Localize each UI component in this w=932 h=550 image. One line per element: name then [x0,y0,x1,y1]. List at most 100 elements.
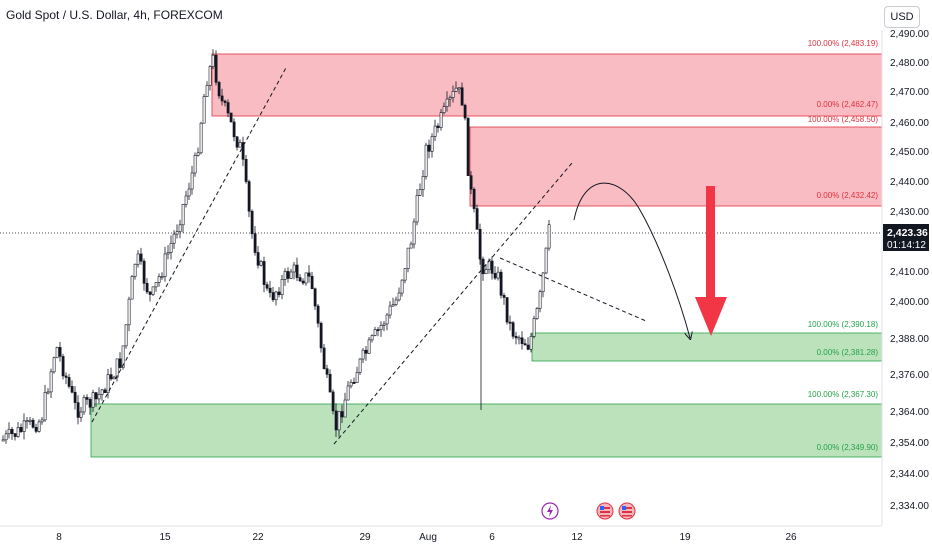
candle-body [172,233,176,244]
candle-body [118,358,122,368]
candle-body [304,272,308,284]
candle-body [508,321,512,324]
candle-body [229,112,233,123]
y-tick: 2,430.00 [890,207,929,218]
zone4-top-label: 100.00% (2,367.30) [808,390,879,399]
currency-button[interactable]: USD [884,6,920,28]
candle-body [103,389,107,394]
supply-zone-lower[interactable] [469,126,883,207]
candle-body [439,112,443,128]
candle-body [472,188,476,209]
y-tick: 2,400.00 [890,297,929,308]
candle-body [214,54,218,83]
candle-body [91,392,95,408]
x-tick: 26 [785,532,797,543]
candle-body [397,292,401,301]
candle-body [436,125,440,128]
candle-body [454,87,458,92]
candle-body [391,304,395,307]
candle-body [478,229,482,260]
us-flag-icon[interactable] [596,502,614,520]
x-tick: 19 [679,532,691,543]
candle-body [82,397,86,413]
candle-body [178,224,182,232]
x-tick: 12 [571,532,583,543]
candle-body [79,411,83,418]
trendline-2[interactable] [333,162,573,445]
candle-body [253,233,257,253]
candle-body [64,375,68,378]
trendline-1[interactable] [91,65,288,423]
candle-body [535,308,539,319]
y-tick: 2,460.00 [890,118,929,129]
y-tick: 2,364.00 [890,407,929,418]
candle-body [34,427,38,432]
candle-body [523,343,527,346]
down-arrow[interactable] [695,186,727,336]
x-tick: 22 [252,532,264,543]
candle-body [199,122,203,154]
candle-body [430,136,434,152]
candle-body [211,54,215,67]
candle-body [25,420,29,423]
zone2-top-label: 100.00% (2,458.50) [808,115,879,124]
candle-body [52,357,56,373]
candle-body [121,345,125,368]
candle-body [202,96,206,124]
x-tick: 8 [56,532,62,543]
candle-body [283,271,287,280]
candle-body [43,392,47,421]
zone2-bottom-label: 0.00% (2,432.42) [817,191,879,200]
candle-body [127,298,131,326]
candle-body [223,100,227,103]
price-axis[interactable]: 2,490.00 2,480.00 2,470.00 2,460.00 2,45… [881,29,929,525]
candle-body [163,253,167,277]
candle-body [541,272,545,293]
candle-body [463,104,467,119]
candle-body [280,279,284,295]
candle-body [421,176,425,190]
zone1-bottom-label: 0.00% (2,462.47) [817,100,879,109]
candle-body [334,410,338,431]
candle-body [160,276,164,279]
candle-body [106,374,110,394]
candle-body [544,247,548,274]
candle-body [388,305,392,316]
candle-body [112,376,116,380]
candle-body [403,268,407,281]
candle-body [94,392,98,400]
candle-body [205,85,209,97]
trendline-3[interactable] [499,257,647,322]
candle-body [244,158,248,182]
candle-body [115,358,119,378]
demand-zone-lower[interactable] [90,403,883,458]
candle-body [301,280,305,284]
candle-body [58,347,62,357]
event-icons [541,502,636,520]
candle-body [265,284,269,289]
candle-body [250,210,254,235]
candle-body [442,106,446,113]
candle-body [469,175,473,190]
y-tick: 2,376.00 [890,370,929,381]
candle-body [73,391,77,403]
candle-body [220,95,224,102]
candle-body [379,325,383,331]
candle-body [547,224,551,249]
y-tick: 2,388.00 [890,334,929,345]
y-tick: 2,490.00 [890,29,929,40]
candle-body [448,97,452,100]
lightning-icon[interactable] [541,502,559,520]
candle-body [169,242,173,253]
candle-body [466,117,470,176]
time-axis[interactable]: 8 15 22 29 Aug 6 12 19 26 [0,525,882,543]
candle-body [319,322,323,349]
projection-curve[interactable] [573,182,690,338]
candle-body [289,271,293,279]
candle-body [247,181,251,212]
supply-zone-upper[interactable] [211,53,883,117]
candle-body [76,402,80,418]
us-flag-icon[interactable] [618,502,636,520]
candle-body [187,188,191,197]
